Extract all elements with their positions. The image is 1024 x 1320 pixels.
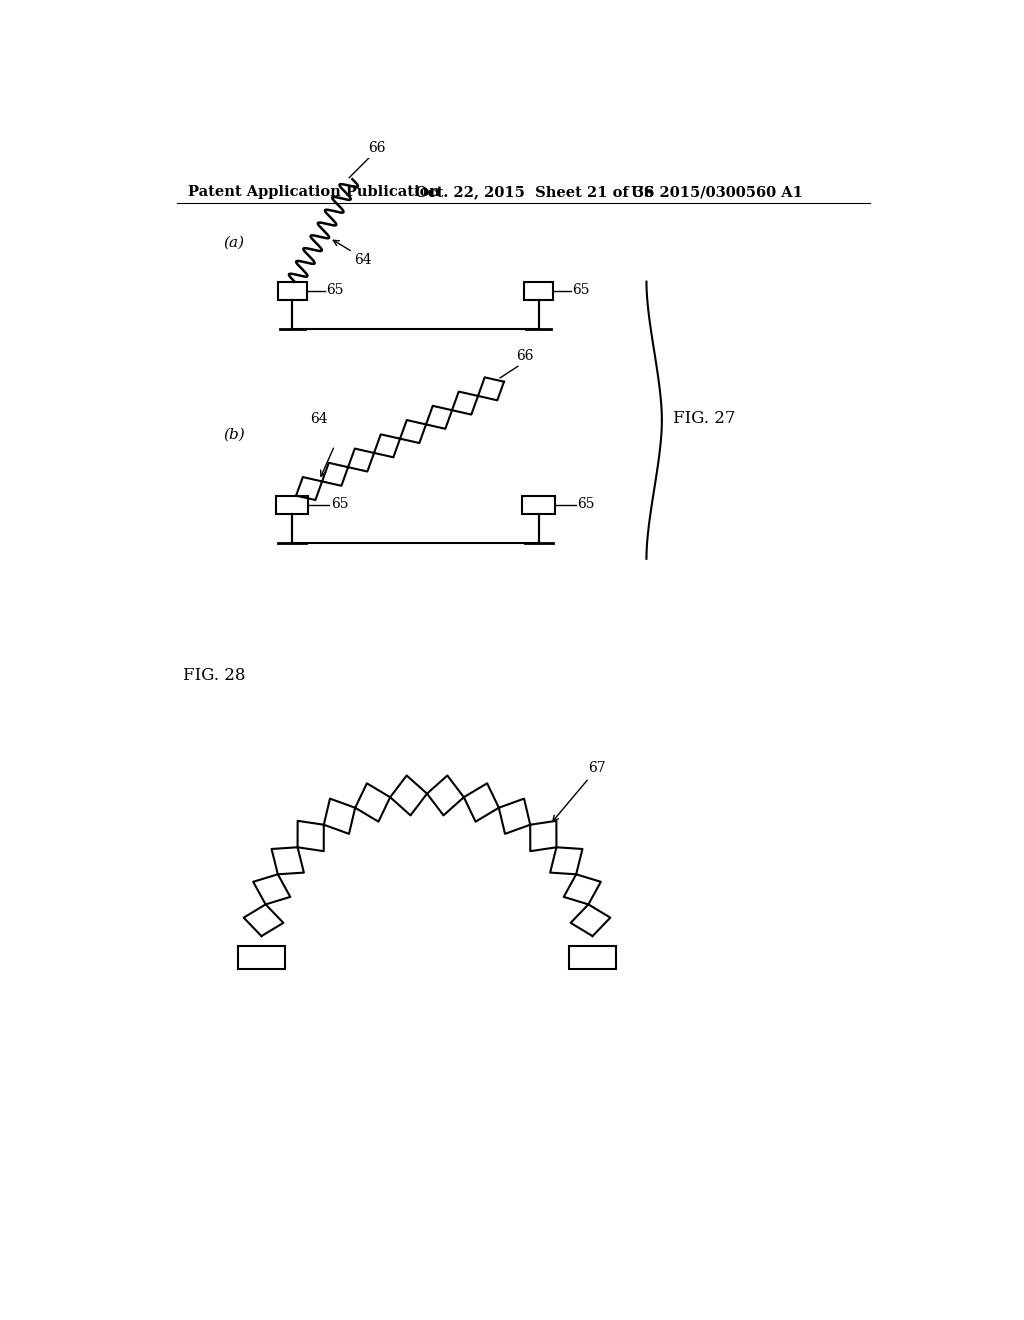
Text: FIG. 28: FIG. 28 <box>183 667 246 684</box>
Text: Patent Application Publication: Patent Application Publication <box>188 185 440 199</box>
Text: 66: 66 <box>368 140 385 154</box>
Text: 66: 66 <box>516 350 534 363</box>
Bar <box>276 496 308 515</box>
Text: 65: 65 <box>331 498 348 511</box>
Text: (a): (a) <box>223 235 244 249</box>
Text: Oct. 22, 2015  Sheet 21 of 36: Oct. 22, 2015 Sheet 21 of 36 <box>416 185 654 199</box>
Text: 67: 67 <box>553 762 606 821</box>
Bar <box>239 946 285 969</box>
Bar <box>278 281 307 300</box>
Text: US 2015/0300560 A1: US 2015/0300560 A1 <box>631 185 803 199</box>
Text: 65: 65 <box>572 282 590 297</box>
Bar <box>522 496 555 515</box>
Text: FIG. 27: FIG. 27 <box>674 411 736 428</box>
Bar <box>569 946 615 969</box>
Text: (b): (b) <box>223 428 245 442</box>
Text: 65: 65 <box>326 282 344 297</box>
Text: 64: 64 <box>354 253 372 268</box>
Text: 64: 64 <box>310 412 328 426</box>
Bar <box>524 281 553 300</box>
Text: 65: 65 <box>578 498 595 511</box>
